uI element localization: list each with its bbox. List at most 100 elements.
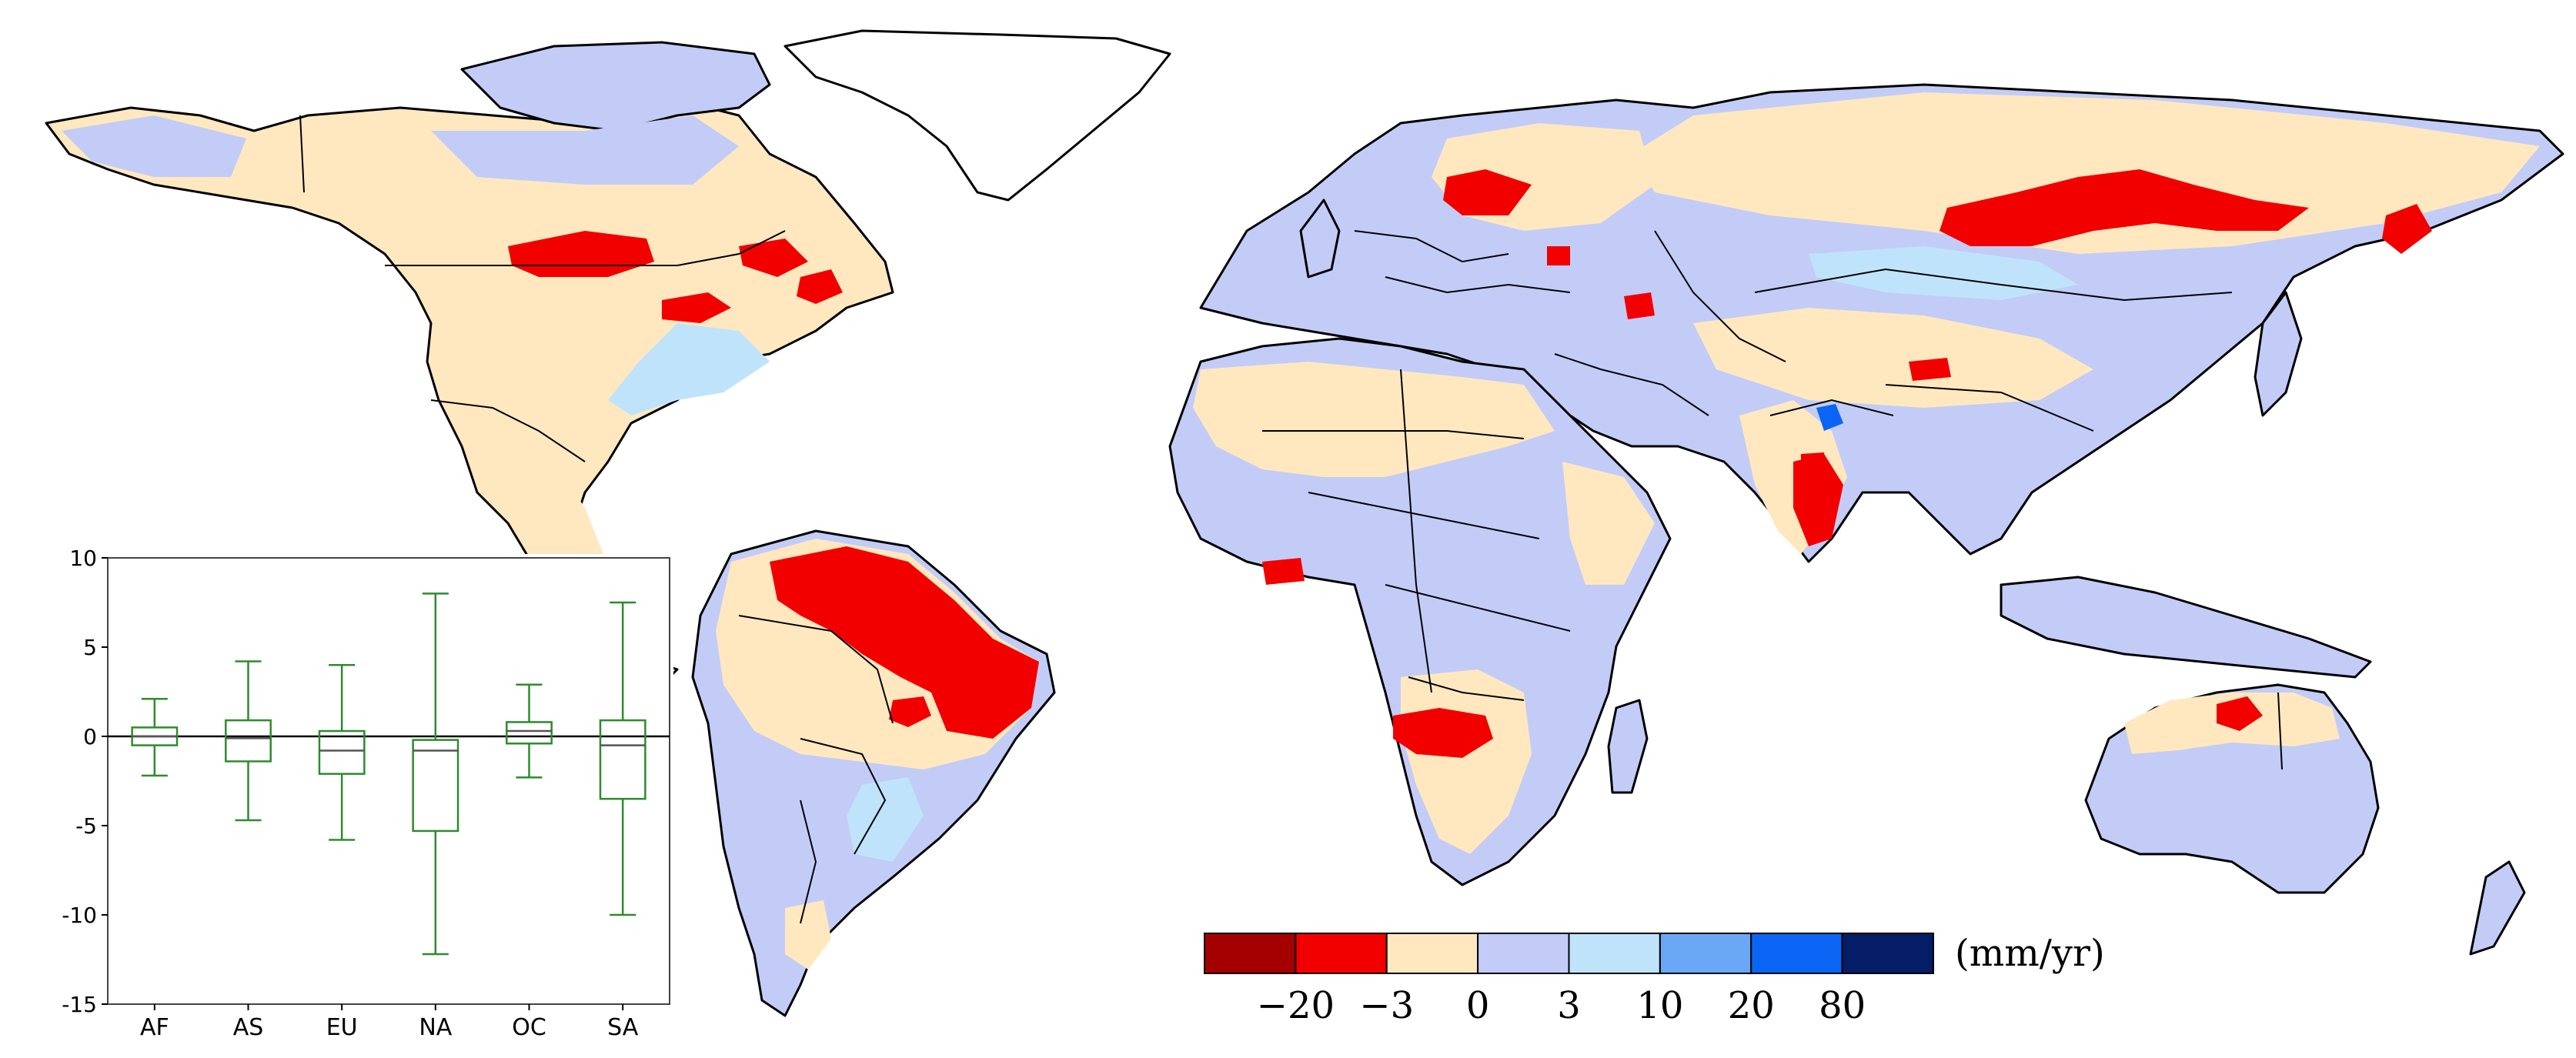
colorbar-tick-label: 3 <box>1557 984 1581 1027</box>
colorbar-bin <box>1841 933 1934 974</box>
landmass-arctic-islands <box>460 41 771 132</box>
region-negative-southern-africa <box>1393 708 1493 758</box>
x-tick-label-NA: NA <box>419 1014 452 1041</box>
region-neutral-siberia <box>1632 92 2540 254</box>
colorbar-bin <box>1568 933 1661 974</box>
x-tick-label-AF: AF <box>140 1014 169 1041</box>
border-africa-1 <box>1262 430 1525 439</box>
border-south-america-1 <box>738 615 894 724</box>
border-europe-1 <box>1354 230 1509 263</box>
landmass-maritime-southeast-asia <box>2000 576 2372 679</box>
anomaly-layer <box>62 92 2540 970</box>
region-neutral-sahel <box>1193 362 1555 477</box>
box-NA <box>412 592 459 956</box>
inset-plot-area <box>107 557 670 1005</box>
border-central-asia <box>1654 230 1786 362</box>
region-positive-east-us <box>608 323 770 416</box>
border-china-south <box>1885 384 2094 432</box>
colorbar-bin <box>1477 933 1570 974</box>
region-neutral-central-asia <box>1693 308 2093 408</box>
region-negative-bolivia <box>889 696 931 727</box>
box-EU <box>318 663 366 841</box>
x-tick-label-AS: AS <box>233 1014 264 1041</box>
border-us-mexico <box>430 399 586 462</box>
border-russia-china <box>1754 268 2233 302</box>
y-tick-label: 10 <box>69 546 97 571</box>
colorbar-tick-label: −20 <box>1257 984 1335 1027</box>
region-negative-finland <box>1443 169 1532 215</box>
region-negative-quebec <box>797 269 843 304</box>
x-tick-label-SA: SA <box>607 1014 639 1041</box>
x-tick-label-EU: EU <box>326 1014 358 1041</box>
y-tick-label: 5 <box>83 635 97 660</box>
box-AF <box>131 698 179 777</box>
colorbar-bin <box>1750 933 1843 974</box>
region-negative-west-africa <box>1262 558 1305 585</box>
colorbar-bin <box>1204 933 1297 974</box>
colorbar-bin <box>1659 933 1752 974</box>
border-africa-3 <box>1385 584 1571 632</box>
landmass-madagascar <box>1607 699 1649 794</box>
border-africa-2 <box>1308 492 1540 539</box>
region-positive-southern-brazil <box>847 777 924 862</box>
box-iqr <box>506 721 553 745</box>
inset-x-axis: AF AS EU NA OC SA <box>140 1004 639 1041</box>
x-tick-label-OC: OC <box>512 1014 546 1041</box>
landmass-british-isles <box>1299 199 1341 279</box>
border-africa-4 <box>1408 676 1525 701</box>
border-south-america-2 <box>800 738 887 855</box>
colorbar-bins <box>1204 933 1934 974</box>
region-negative-caucasus <box>1624 292 1655 319</box>
colorbar-unit-label: (mm/yr) <box>1955 932 2105 975</box>
region-negative-central-siberia <box>1940 169 2309 246</box>
box-AS <box>225 660 272 822</box>
landmass-japan <box>2254 291 2303 417</box>
region-positive-canada-north <box>431 115 739 185</box>
y-tick-label: -5 <box>75 813 97 839</box>
region-negative-tibet <box>1909 358 1951 381</box>
inset-y-axis: 10 5 0 -5 -10 -15 <box>62 546 108 1017</box>
box-SA <box>599 601 647 916</box>
region-negative-baltic <box>1547 246 1570 265</box>
colorbar-bin <box>1385 933 1479 974</box>
border-middle-east <box>1554 353 1709 416</box>
region-negative-hudson <box>739 239 808 277</box>
landmass-new-zealand <box>2469 860 2526 956</box>
colorbar-tick-label: 80 <box>1819 984 1866 1027</box>
region-neutral-patagonia <box>785 900 831 970</box>
region-negative-great-lakes <box>662 292 731 323</box>
region-negative-amazon <box>770 546 1039 739</box>
colorbar-tick-label: 20 <box>1728 984 1775 1027</box>
region-negative-kamchatka <box>2382 204 2432 254</box>
border-us-canada <box>385 230 786 266</box>
colorbar-tick-labels: −20 −3 0 3 10 20 80 <box>1257 984 1866 1027</box>
border-alaska <box>299 115 305 193</box>
colorbar-tick-label: −3 <box>1359 984 1414 1027</box>
border-south-america-3 <box>800 799 817 924</box>
box-iqr <box>318 729 366 775</box>
region-positive-alaska <box>62 115 246 177</box>
region-negative-northern-australia <box>2217 696 2263 731</box>
border-australia <box>2277 692 2283 770</box>
landmass-greenland <box>783 29 1171 202</box>
colorbar-bin <box>1295 933 1388 974</box>
region-neutral-horn-of-africa <box>1562 462 1655 585</box>
inset-frame <box>107 557 670 1005</box>
border-europe-2 <box>1385 276 1571 294</box>
region-negative-pakistan <box>1801 452 1828 477</box>
country-borders <box>299 115 2283 924</box>
box-iqr <box>225 719 272 763</box>
y-tick-label: 0 <box>83 724 97 749</box>
box-iqr <box>412 739 459 833</box>
colorbar-tick-label: 10 <box>1636 984 1683 1027</box>
y-tick-label: -10 <box>62 903 97 928</box>
box-OC <box>506 683 553 779</box>
border-africa-5 <box>1400 369 1432 693</box>
y-tick-label: -15 <box>62 992 97 1017</box>
colorbar-tick-label: 0 <box>1466 984 1490 1027</box>
border-india <box>1769 399 1894 416</box>
region-very-positive-north-india <box>1816 404 1843 431</box>
